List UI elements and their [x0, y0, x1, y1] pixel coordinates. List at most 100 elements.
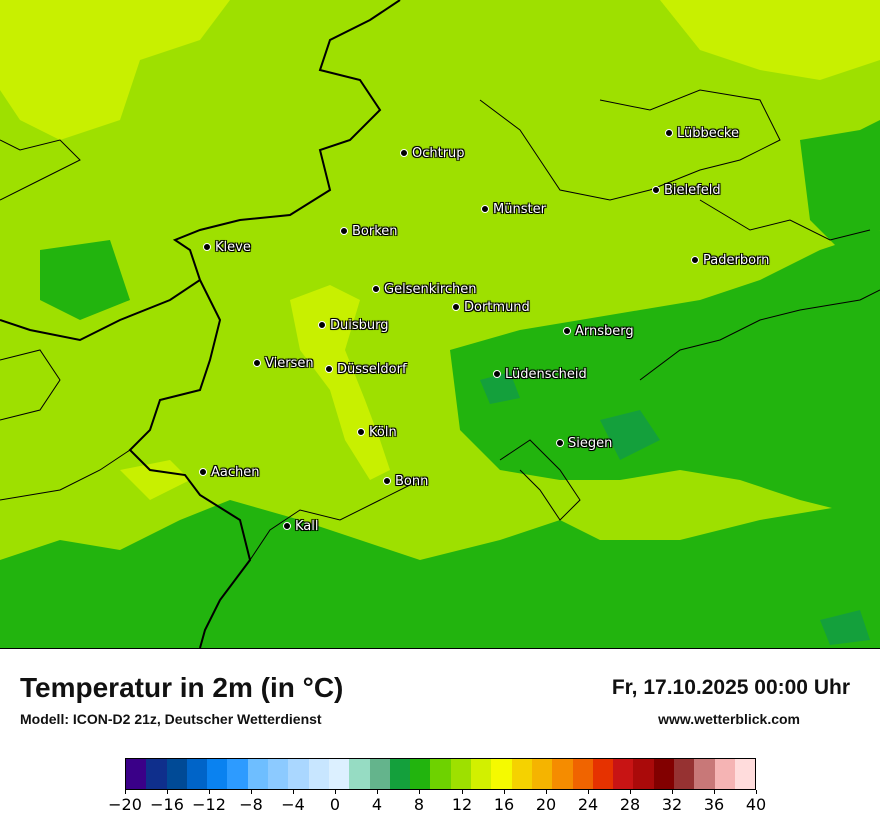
- colorbar-swatch: [613, 759, 634, 789]
- map-warm-northeast: [660, 0, 880, 80]
- map-cool-east: [800, 120, 880, 250]
- colorbar-tick-mark: [125, 790, 126, 794]
- map-borders: [0, 0, 880, 648]
- city-label-borken: Borken: [340, 223, 398, 241]
- colorbar-swatch: [328, 759, 350, 789]
- map-cool-westpatch: [40, 240, 130, 320]
- website-credit: www.wetterblick.com: [658, 711, 800, 727]
- colorbar-tick-label: 0: [329, 795, 341, 814]
- map-warm-northwest: [0, 0, 230, 140]
- map-cool-south: [0, 500, 880, 648]
- city-marker-icon: [493, 369, 501, 378]
- colorbar-tick-label: 20: [535, 795, 557, 814]
- city-label-bonn: Bonn: [383, 473, 428, 491]
- colorbar-tick-mark: [462, 790, 463, 794]
- colorbar-swatch: [633, 759, 654, 789]
- colorbar-swatch: [126, 759, 147, 789]
- colorbar-swatch: [531, 759, 553, 789]
- colorbar-swatch: [674, 759, 695, 789]
- city-marker-icon: [452, 302, 460, 311]
- city-marker-icon: [253, 358, 261, 367]
- colorbar-swatch: [268, 759, 289, 789]
- colorbar-tick-label: 36: [703, 795, 725, 814]
- city-label-luebbecke: Lübbecke: [665, 125, 739, 143]
- city-label-arnsberg: Arnsberg: [563, 323, 634, 341]
- colorbar-tick-label: −16: [150, 795, 184, 814]
- colorbar-tick-label: −12: [192, 795, 226, 814]
- city-label-luedenscheid: Lüdenscheid: [493, 366, 587, 384]
- city-marker-icon: [357, 427, 365, 436]
- colorbar-tick-label: −20: [108, 795, 142, 814]
- colorbar-swatch: [227, 759, 248, 789]
- colorbar-swatch: [308, 759, 329, 789]
- forecast-datetime: Fr, 17.10.2025 00:00 Uhr: [611, 676, 850, 699]
- colorbar-tick-label: 8: [413, 795, 425, 814]
- colorbar-swatch: [389, 759, 411, 789]
- city-label-viersen: Viersen: [253, 355, 314, 373]
- city-marker-icon: [556, 438, 564, 447]
- city-marker-icon: [340, 226, 348, 235]
- map-title: Temperatur in 2m (in °C): [20, 672, 344, 703]
- colorbar-swatch: [592, 759, 614, 789]
- city-marker-icon: [383, 476, 391, 485]
- colorbar-tick-mark: [251, 790, 252, 794]
- colorbar-tick-label: −8: [239, 795, 263, 814]
- colorbar-swatch: [734, 759, 756, 789]
- map-warm-aachen: [120, 460, 190, 500]
- city-label-aachen: Aachen: [199, 464, 259, 482]
- city-label-kleve: Kleve: [203, 239, 251, 257]
- city-marker-icon: [563, 326, 571, 335]
- colorbar-swatch: [207, 759, 228, 789]
- map-cool-sauerland: [450, 230, 880, 520]
- map-cold-spot-1: [600, 410, 660, 460]
- colorbar-swatch: [714, 759, 735, 789]
- colorbar-swatch: [369, 759, 390, 789]
- colorbar-swatch: [511, 759, 532, 789]
- colorbar-tick-mark: [335, 790, 336, 794]
- city-label-dortmund: Dortmund: [452, 299, 530, 317]
- colorbar-swatch: [491, 759, 512, 789]
- city-label-bielefeld: Bielefeld: [652, 182, 721, 200]
- city-label-duisburg: Duisburg: [318, 317, 389, 335]
- city-marker-icon: [481, 204, 489, 213]
- city-marker-icon: [203, 242, 211, 251]
- colorbar-tick-label: 12: [451, 795, 473, 814]
- colorbar-tick-mark: [419, 790, 420, 794]
- city-label-duesseldorf: Düsseldorf: [325, 361, 407, 379]
- colorbar-tick-mark: [167, 790, 168, 794]
- temperature-map: Lübbecke Ochtrup Bielefeld Münster Borke…: [0, 0, 880, 649]
- colorbar-tick-mark: [546, 790, 547, 794]
- colorbar-tick-label: 24: [577, 795, 599, 814]
- colorbar-tick-mark: [756, 790, 757, 794]
- model-subtitle: Modell: ICON-D2 21z, Deutscher Wetterdie…: [20, 711, 322, 727]
- city-marker-icon: [400, 148, 408, 157]
- city-marker-icon: [283, 521, 291, 530]
- city-label-kall: Kall: [283, 518, 319, 536]
- colorbar-swatch: [186, 759, 208, 789]
- colorbar-swatch: [694, 759, 715, 789]
- colorbar-tick-label: −4: [281, 795, 305, 814]
- colorbar-tick-mark: [293, 790, 294, 794]
- colorbar-swatch: [653, 759, 675, 789]
- city-label-koeln: Köln: [357, 424, 397, 442]
- city-marker-icon: [318, 320, 326, 329]
- colorbar-tick-mark: [714, 790, 715, 794]
- city-label-muenster: Münster: [481, 201, 546, 219]
- colorbar-swatch: [166, 759, 187, 789]
- colorbar-tick-label: 4: [371, 795, 383, 814]
- city-label-ochtrup: Ochtrup: [400, 145, 465, 163]
- temperature-colorbar: [125, 758, 756, 790]
- city-marker-icon: [372, 284, 380, 293]
- map-cold-spot-2: [480, 372, 520, 404]
- city-label-paderborn: Paderborn: [691, 252, 769, 270]
- colorbar-swatch: [247, 759, 269, 789]
- colorbar-swatch: [471, 759, 492, 789]
- map-warm-rhine: [290, 285, 390, 480]
- city-label-gelsenkirchen: Gelsenkirchen: [372, 281, 477, 299]
- colorbar-swatch: [349, 759, 370, 789]
- colorbar-tick-label: 16: [493, 795, 515, 814]
- city-marker-icon: [691, 255, 699, 264]
- city-marker-icon: [325, 364, 333, 373]
- city-marker-icon: [199, 467, 207, 476]
- colorbar-swatch: [146, 759, 167, 789]
